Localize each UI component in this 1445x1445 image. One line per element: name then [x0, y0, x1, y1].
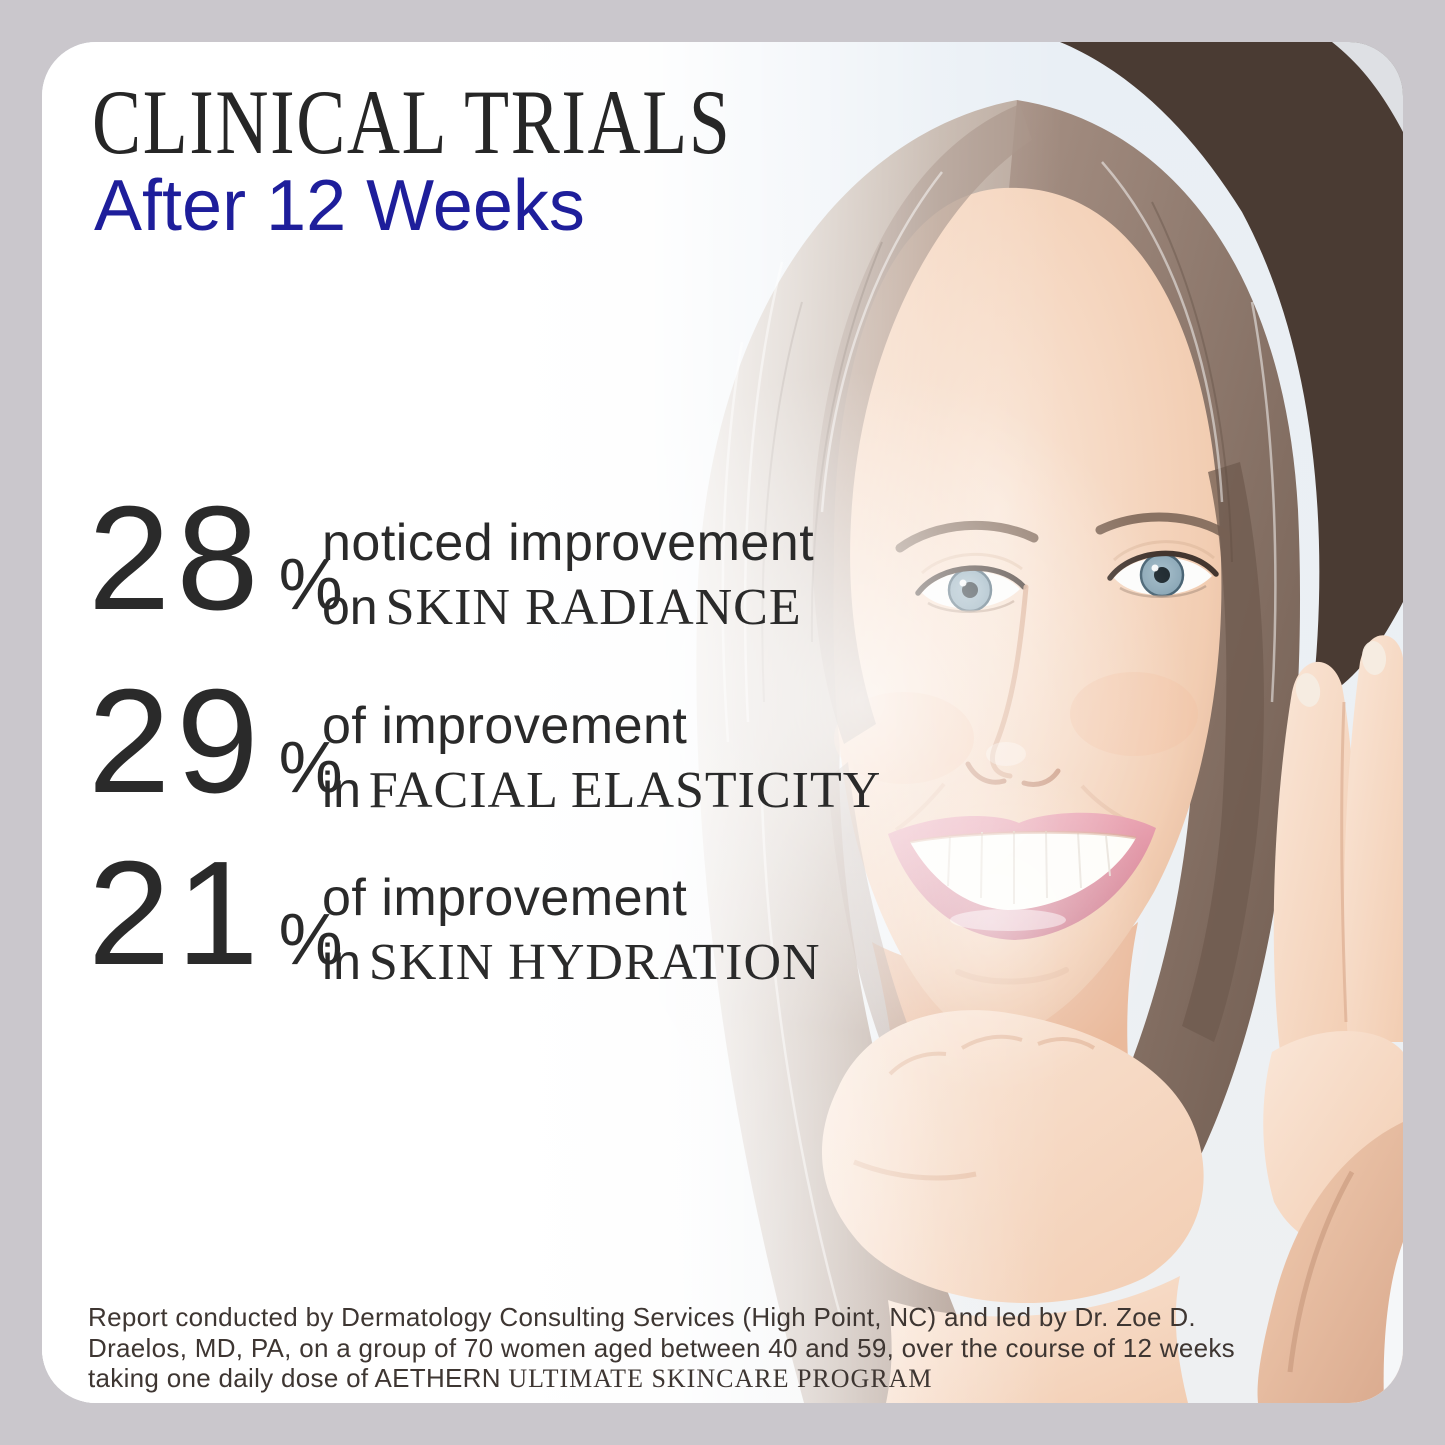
- percent-sign: %: [278, 545, 343, 625]
- stat-description: of improvement in SKIN HYDRATION: [322, 867, 821, 995]
- stat-number: 29: [88, 659, 265, 824]
- card-content: CLINICAL TRIALS After 12 Weeks 28 % noti…: [42, 42, 1403, 1403]
- stat-value: 21 %: [88, 840, 343, 988]
- stat-line2-caps: SKIN RADIANCE: [385, 579, 802, 637]
- clinical-trials-card: CLINICAL TRIALS After 12 Weeks 28 % noti…: [42, 42, 1403, 1403]
- stat-value: 29 %: [88, 668, 343, 816]
- stat-line2-caps: FACIAL ELASTICITY: [368, 762, 882, 820]
- page-title: CLINICAL TRIALS: [92, 71, 732, 173]
- stat-value: 28 %: [88, 485, 343, 633]
- percent-sign: %: [278, 728, 343, 808]
- stat-line2: in FACIAL ELASTICITY: [322, 760, 881, 822]
- footnote-body: Report conducted by Dermatology Consulti…: [88, 1302, 1235, 1394]
- stat-line2: on SKIN RADIANCE: [322, 577, 814, 639]
- stat-description: of improvement in FACIAL ELASTICITY: [322, 695, 881, 823]
- stat-line2: in SKIN HYDRATION: [322, 932, 821, 994]
- stat-row-skin-hydration: 21 % of improvement in SKIN HYDRATION: [88, 840, 988, 1027]
- stat-row-facial-elasticity: 29 % of improvement in FACIAL ELASTICITY: [88, 668, 988, 855]
- stat-row-skin-radiance: 28 % noticed improvement on SKIN RADIANCE: [88, 485, 988, 672]
- percent-sign: %: [278, 900, 343, 980]
- stat-line1: noticed improvement: [322, 514, 815, 572]
- stat-description: noticed improvement on SKIN RADIANCE: [322, 512, 814, 640]
- page-subtitle: After 12 Weeks: [94, 166, 585, 246]
- stat-line1: of improvement: [322, 697, 688, 755]
- footnote-brand: AETHERN: [374, 1363, 509, 1394]
- footnote-program: ULTIMATE SKINCARE PROGRAM: [508, 1364, 933, 1394]
- stat-line2-prefix: in: [322, 762, 361, 819]
- stat-line2-prefix: on: [322, 579, 378, 636]
- stat-number: 21: [88, 831, 265, 996]
- stat-number: 28: [88, 476, 265, 641]
- stat-line1: of improvement: [322, 869, 688, 927]
- stat-line2-prefix: in: [322, 934, 361, 991]
- report-footnote: Report conducted by Dermatology Consulti…: [88, 1302, 1248, 1395]
- stats-list: 28 % noticed improvement on SKIN RADIANCE…: [88, 485, 988, 1072]
- stat-line2-caps: SKIN HYDRATION: [368, 934, 821, 992]
